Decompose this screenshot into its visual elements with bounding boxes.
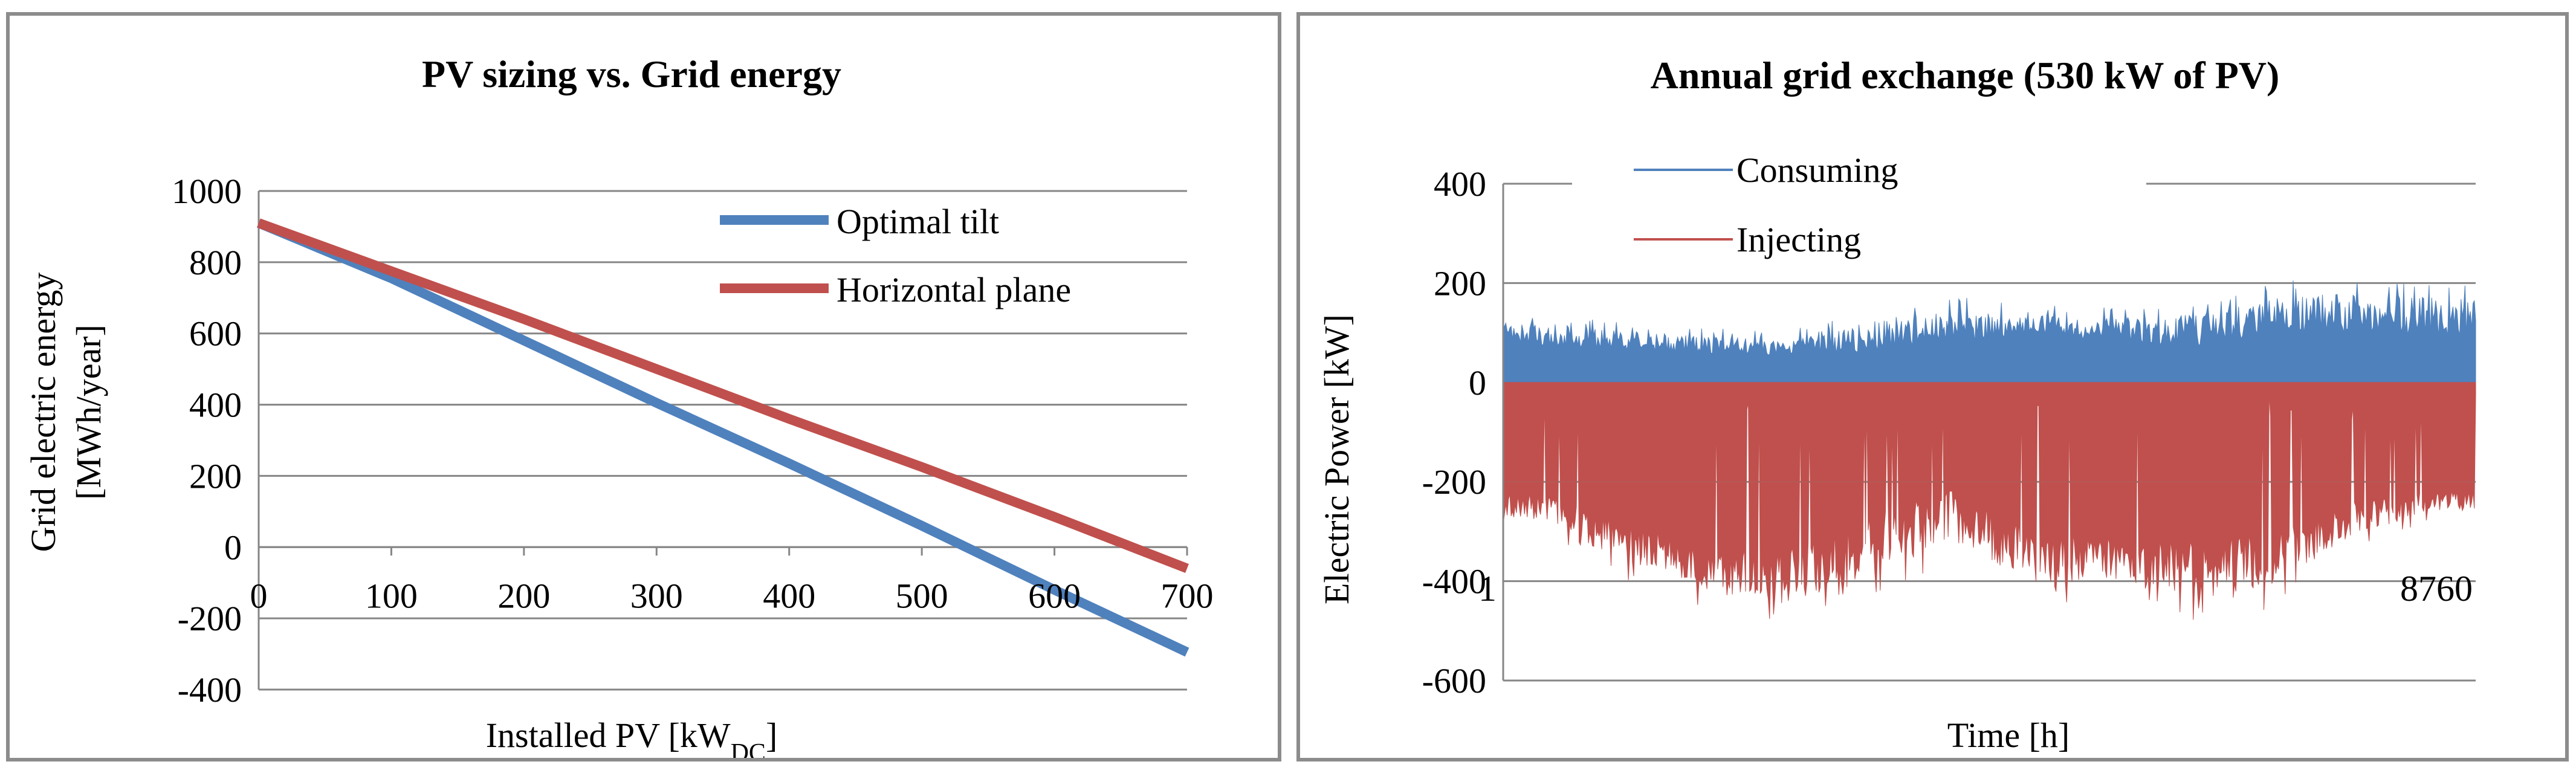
x-tick-label-last: 8760	[2400, 569, 2473, 609]
series-area-injecting	[1503, 382, 2476, 620]
y-tick-label: 600	[189, 314, 242, 354]
legend-label-horizontal-plane: Horizontal plane	[837, 270, 1071, 309]
chart-panel-grid-exchange: Annual grid exchange (530 kW of PV) -600…	[1296, 12, 2569, 761]
chart-panel-pv-sizing: PV sizing vs. Grid energy -400 -200 0 200 40…	[6, 12, 1281, 761]
y-tick-label: -200	[178, 599, 242, 638]
y-tick-label: 0	[224, 528, 242, 567]
grid-exchange-chart: Annual grid exchange (530 kW of PV) -600…	[1317, 54, 2476, 755]
y-tick-label: -400	[178, 670, 242, 710]
x-tick-label: 0	[250, 576, 268, 615]
legend: Optimal tilt Horizontal plane	[720, 202, 1071, 309]
y-tick-label: 800	[189, 243, 242, 282]
series-line-optimal-tilt	[256, 218, 1189, 657]
y-tick-label: 1000	[172, 172, 242, 211]
series-area-consuming	[1503, 280, 2476, 383]
x-tick-label: 200	[497, 576, 550, 615]
y-tick-label: 200	[1434, 264, 1486, 303]
y-axis-label-line1: Grid electric energy	[24, 273, 63, 552]
x-tick-label: 100	[365, 576, 418, 615]
y-tick-label: -200	[1422, 462, 1486, 502]
legend-label-optimal-tilt: Optimal tilt	[837, 202, 999, 241]
pv-sizing-chart: PV sizing vs. Grid energy -400-200020040…	[24, 53, 1214, 758]
y-tick-label: 400	[1434, 164, 1486, 204]
y-tick-label: -600	[1422, 661, 1486, 700]
x-tick-label-first: 1	[1478, 569, 1497, 609]
y-tick-label: -400	[1422, 562, 1486, 601]
x-tick-label: 400	[763, 576, 815, 615]
y-tick-label: 200	[189, 456, 242, 496]
y-tick-label: 0	[1469, 363, 1486, 403]
chart-title: PV sizing vs. Grid energy	[422, 53, 841, 95]
x-tick-label: 600	[1028, 576, 1081, 615]
y-tick-label: 400	[189, 386, 242, 425]
y-axis-label: Electric Power [kW]	[1317, 314, 1356, 604]
chart-title: Annual grid exchange (530 kW of PV)	[1651, 54, 2280, 97]
series-line-horizontal-plane	[257, 218, 1189, 574]
x-axis-label: Time [h]	[1947, 716, 2070, 755]
x-tick-label: 700	[1161, 576, 1214, 615]
legend: Consuming Injecting	[1572, 150, 2146, 260]
y-axis-label-line2: [MWh/year]	[69, 325, 108, 500]
x-tick-label: 300	[630, 576, 683, 615]
legend-label-injecting: Injecting	[1736, 220, 1861, 259]
legend-label-consuming: Consuming	[1736, 150, 1898, 190]
x-tick-label: 500	[896, 576, 948, 615]
x-axis-label: Installed PV [kWDC]	[486, 716, 778, 758]
